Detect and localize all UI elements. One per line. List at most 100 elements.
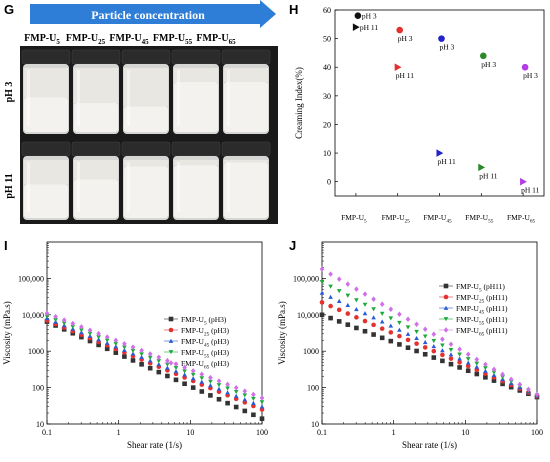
vial-glare — [227, 162, 230, 212]
data-point — [165, 357, 170, 364]
series — [44, 314, 265, 405]
y-tick-label: 50 — [323, 35, 331, 44]
data-point — [242, 393, 248, 398]
data-point — [379, 311, 385, 316]
data-point — [251, 391, 256, 398]
point-label: pH 11 — [521, 186, 540, 195]
legend-marker — [168, 338, 174, 343]
data-point — [173, 361, 179, 367]
data-point — [208, 393, 213, 398]
data-point — [448, 361, 454, 367]
data-point — [79, 334, 84, 340]
viscosity-chart-ph11: 0.1 1 10 100 10 100 1000 10,000 100,000 Shear rat… — [277, 241, 543, 450]
data-point — [156, 359, 162, 364]
sample-label: FMP-U25 — [66, 33, 106, 46]
data-point — [431, 344, 437, 349]
vial-glare — [177, 162, 180, 212]
vial-glare — [177, 70, 180, 126]
data-point — [371, 332, 376, 337]
data-point — [216, 396, 222, 402]
data-point — [113, 342, 119, 347]
data-point — [216, 383, 222, 388]
data-point — [130, 351, 136, 356]
point-label: pH 3 — [362, 12, 377, 21]
data-point — [478, 163, 486, 172]
data-point — [190, 372, 196, 377]
y-tick-label: 100 — [32, 384, 44, 393]
data-point — [79, 328, 84, 333]
data-point — [336, 289, 342, 294]
data-point — [70, 320, 76, 327]
data-point — [259, 416, 265, 421]
data-point — [362, 291, 368, 297]
vial-glare — [227, 70, 230, 126]
data-point — [208, 374, 213, 381]
data-point — [345, 281, 351, 287]
data-point — [130, 344, 136, 350]
emulsion-top-layer — [74, 160, 118, 180]
data-point — [328, 271, 333, 277]
x-tick-label: 100 — [531, 428, 543, 437]
data-point — [422, 339, 428, 345]
data-point — [379, 319, 385, 324]
vial-cap — [171, 49, 221, 65]
legend-label: FMP-U45 (pH11) — [456, 304, 508, 315]
plot-frame — [321, 241, 538, 425]
series — [44, 318, 265, 412]
data-point — [397, 327, 402, 332]
data-point — [379, 335, 385, 341]
data-point — [173, 365, 179, 371]
emulsion-bottom-layer — [224, 162, 268, 218]
data-point — [130, 348, 136, 354]
data-point — [182, 372, 187, 377]
data-point — [474, 367, 480, 373]
data-point — [130, 358, 136, 363]
data-point — [388, 306, 394, 312]
data-point — [319, 300, 325, 305]
data-point — [483, 361, 488, 368]
data-point — [190, 368, 196, 374]
x-tick-label: 10 — [461, 428, 469, 437]
data-point — [251, 412, 256, 418]
data-point — [147, 358, 153, 363]
legend-marker — [168, 350, 174, 355]
data-point — [352, 23, 360, 31]
data-point — [104, 340, 110, 345]
data-point — [474, 364, 480, 369]
vial-cap — [221, 141, 271, 157]
data-point — [438, 35, 445, 42]
data-point — [147, 351, 153, 357]
data-point — [371, 307, 376, 312]
data-point — [233, 393, 239, 398]
data-point — [491, 370, 497, 375]
data-point — [379, 326, 385, 331]
data-point — [405, 331, 411, 336]
data-point — [500, 381, 505, 387]
data-point — [354, 325, 359, 331]
vial-cap — [121, 141, 171, 157]
data-point — [508, 376, 514, 383]
sample-label: FMP-U5 — [24, 33, 60, 46]
data-point — [328, 315, 333, 321]
emulsion-top-layer — [24, 68, 68, 98]
y-tick-label: 30 — [323, 92, 331, 101]
data-point — [165, 373, 170, 379]
sample-label: FMP-U65 — [196, 33, 236, 46]
legend-marker — [443, 327, 449, 333]
data-point — [104, 338, 110, 343]
data-point — [104, 334, 110, 340]
data-point — [431, 348, 437, 354]
data-point — [61, 321, 67, 326]
data-point — [465, 368, 471, 374]
data-point — [173, 369, 179, 374]
panel-letter-h: H — [289, 2, 299, 17]
data-point — [491, 366, 497, 373]
data-point — [405, 345, 411, 351]
data-point — [396, 26, 403, 34]
data-point — [465, 363, 471, 369]
vial-glare — [77, 162, 80, 212]
plot-frame — [46, 241, 263, 425]
data-point — [79, 324, 84, 330]
data-point — [491, 378, 497, 383]
data-point — [345, 311, 351, 316]
